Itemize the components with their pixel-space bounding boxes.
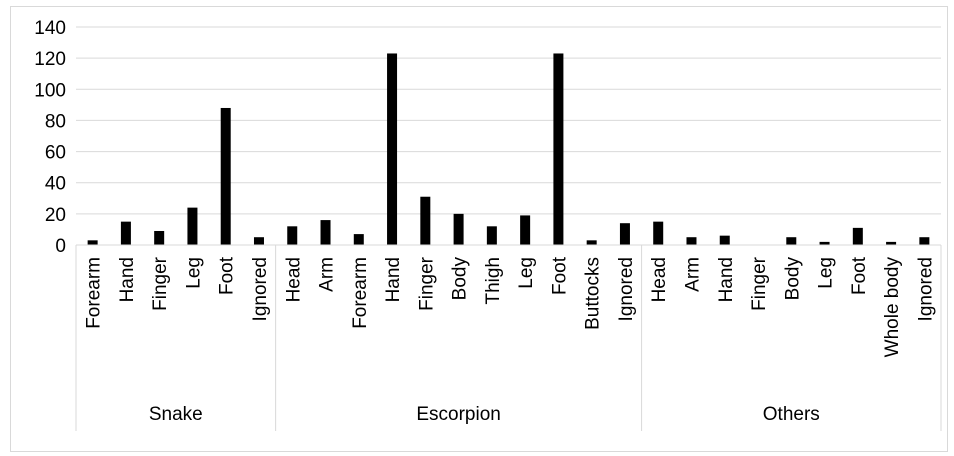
bar-body [786, 237, 797, 245]
category-label: Leg [183, 257, 204, 289]
category-label: Ignored [915, 257, 936, 321]
category-label: Foot [849, 256, 870, 295]
y-axis-ticks: 0 20 40 60 80 100 120 140 [34, 18, 66, 257]
y-tick-label: 60 [45, 143, 66, 164]
y-tick-label: 100 [34, 80, 66, 101]
bar-leg [819, 241, 830, 245]
category-label: Arm [317, 257, 338, 292]
category-label: Leg [816, 257, 837, 289]
bar-finger [154, 230, 165, 245]
bar-arm [686, 237, 697, 245]
chart-frame [10, 6, 948, 452]
category-label: Forearm [84, 257, 105, 329]
bars [87, 53, 930, 245]
category-labels: Forearm Hand Finger Leg Foot Ignored Head Arm Fo… [84, 256, 937, 357]
category-label: Forearm [350, 257, 371, 329]
group-label-0: Snake [149, 404, 203, 425]
category-label: Leg [516, 257, 537, 289]
bar-forearm [87, 240, 98, 245]
y-tick-label: 80 [45, 111, 66, 132]
bar-foot [553, 53, 564, 245]
y-tick-label: 20 [45, 205, 66, 226]
bar-body [453, 213, 464, 245]
category-label: Buttocks [583, 257, 604, 330]
bar-foot [852, 227, 863, 245]
category-label: Foot [549, 256, 570, 295]
category-label: Hand [383, 257, 404, 302]
bar-buttocks [586, 240, 597, 245]
bar-foot [220, 107, 231, 245]
bar-hand [387, 53, 398, 245]
category-label: Finger [416, 256, 437, 311]
bar-ignored [253, 237, 264, 245]
category-label: Finger [150, 256, 171, 311]
category-label: Head [649, 257, 670, 302]
y-tick-label: 0 [55, 236, 66, 257]
group-labels: Snake Escorpion Others [149, 404, 820, 425]
bar-forearm [353, 234, 364, 245]
bar-whole-body [886, 241, 897, 245]
gridlines [76, 26, 941, 215]
bar-ignored [619, 223, 630, 245]
bar-ignored [919, 237, 930, 245]
bar-finger [420, 196, 431, 245]
bar-leg [520, 215, 531, 245]
category-label: Ignored [616, 257, 637, 321]
bar-hand [120, 221, 131, 245]
y-tick-label: 140 [34, 18, 66, 39]
bar-head [653, 221, 664, 245]
category-label: Arm [682, 257, 703, 292]
category-label: Body [450, 257, 471, 301]
category-label: Thigh [483, 257, 504, 305]
x-axis [75, 244, 942, 431]
category-label: Hand [117, 257, 138, 302]
bar-hand [719, 235, 730, 245]
group-label-2: Others [763, 404, 820, 425]
group-label-1: Escorpion [416, 404, 501, 425]
category-label: Foot [217, 256, 238, 295]
category-label: Body [782, 257, 803, 301]
bar-arm [320, 220, 331, 245]
bar-thigh [486, 226, 497, 245]
category-label: Whole body [882, 257, 903, 358]
bar-head [287, 226, 298, 245]
bar-leg [187, 207, 198, 245]
category-label: Ignored [250, 257, 271, 321]
category-label: Head [283, 257, 304, 302]
y-tick-label: 120 [34, 49, 66, 70]
category-label: Hand [716, 257, 737, 302]
category-label: Finger [749, 256, 770, 311]
y-tick-label: 40 [45, 174, 66, 195]
